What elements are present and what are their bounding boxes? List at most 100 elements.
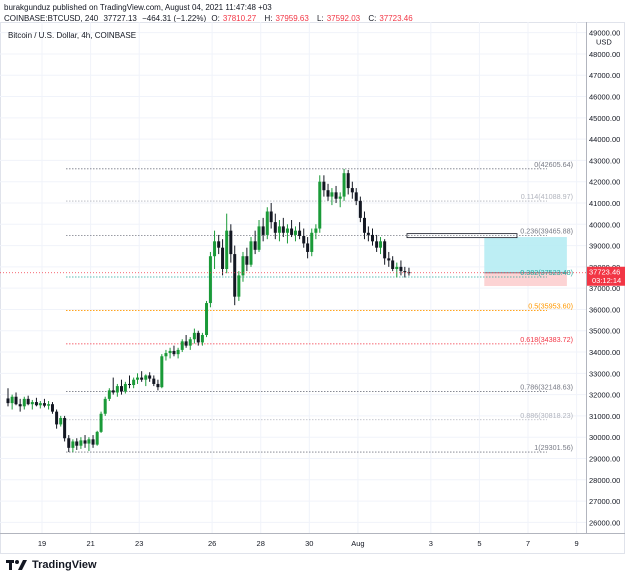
candles — [6, 168, 411, 453]
candle-body — [148, 375, 152, 379]
candle-body — [47, 404, 51, 406]
candle-body — [144, 375, 148, 380]
price-tick-label: 29000.00 — [589, 454, 620, 463]
candle-body — [281, 226, 285, 233]
candle-body — [290, 228, 294, 235]
time-tick-label: 26 — [208, 539, 216, 548]
candle-body — [326, 190, 330, 197]
fib-level-label: 0.236(39465.88) — [520, 227, 573, 236]
tradingview-brand: TradingView — [32, 559, 97, 571]
time-tick-label: 19 — [38, 539, 46, 548]
candle-body — [338, 196, 342, 199]
candle-body — [229, 230, 233, 255]
candle-body — [160, 356, 164, 388]
candle-body — [38, 403, 42, 406]
price-tick-label: 44000.00 — [589, 135, 620, 144]
candle-body — [253, 241, 257, 250]
grid-layer — [0, 22, 625, 554]
stop-zone — [484, 272, 567, 287]
price-tick-label: 42000.00 — [589, 178, 620, 187]
candle-body — [164, 353, 168, 357]
tradingview-logo-icon — [6, 560, 27, 570]
time-tick-label: 23 — [135, 539, 143, 548]
candle-body — [358, 200, 362, 218]
candle-body — [200, 334, 204, 343]
candle-body — [330, 192, 334, 197]
publish-line: burakgunduz published on TradingView.com… — [4, 3, 272, 12]
time-tick-label: 9 — [575, 539, 579, 548]
candle-body — [395, 266, 399, 269]
time-tick-label: Aug — [351, 539, 364, 548]
candle-body — [366, 232, 370, 235]
ohlc-open: O: 37810.27 — [211, 14, 257, 23]
candle-body — [285, 228, 289, 233]
candle-body — [362, 217, 366, 233]
candle-body — [403, 271, 407, 273]
ohlc-high: H: 37959.63 — [264, 14, 309, 23]
candle-body — [342, 173, 346, 197]
time-tick-label: 28 — [257, 539, 265, 548]
price-tick-label: 47000.00 — [589, 71, 620, 80]
candle-body — [99, 413, 103, 432]
candle-body — [107, 390, 111, 399]
candle-body — [111, 390, 115, 393]
chart-area[interactable]: 0(42605.64) 0.114(41088.97) 0.236(39465.88… — [0, 22, 625, 554]
price-tick-label: 39000.00 — [589, 242, 620, 251]
symbol-label: COINBASE:BTCUSD, 240 — [4, 14, 99, 23]
candle-body — [318, 181, 322, 229]
candle-body — [172, 350, 176, 355]
candle-body — [152, 378, 156, 384]
time-tick-label: 3 — [429, 539, 433, 548]
candle-body — [273, 222, 277, 233]
candle-body — [399, 266, 403, 272]
candle-body — [269, 211, 273, 223]
candle-body — [18, 404, 22, 407]
candle-body — [371, 234, 374, 242]
candle-body — [213, 241, 217, 257]
footer: TradingView — [6, 557, 97, 573]
candle-body — [310, 232, 314, 252]
candle-body — [132, 379, 136, 386]
candle-body — [277, 226, 281, 233]
price-tick-label: 28000.00 — [589, 476, 620, 485]
price-tick-label: 43000.00 — [589, 156, 620, 165]
candle-body — [221, 247, 225, 269]
candle-body — [241, 256, 245, 276]
price-tick-label: 31000.00 — [589, 412, 620, 421]
fib-retracement[interactable]: 0(42605.64) 0.114(41088.97) 0.236(39465.88… — [66, 160, 573, 453]
candle-body — [314, 228, 318, 233]
price-tick-label: 34000.00 — [589, 348, 620, 357]
candle-body — [180, 341, 184, 350]
candle-body — [55, 411, 59, 425]
chart-header: burakgunduz published on TradingView.com… — [4, 2, 419, 24]
price-axis[interactable]: 26000.00 27000.00 28000.00 29000.00 30000.00… — [586, 22, 621, 533]
candle-body — [123, 383, 127, 392]
change-value: −464.31 (−1.22%) — [142, 14, 207, 23]
candle-body — [257, 226, 261, 250]
time-tick-label: 7 — [526, 539, 530, 548]
price-tick-label: 46000.00 — [589, 93, 620, 102]
price-tick-label: 33000.00 — [589, 369, 620, 378]
price-tick-label: 36000.00 — [589, 305, 620, 314]
candle-body — [10, 396, 14, 404]
candle-body — [136, 377, 140, 380]
candle-body — [42, 403, 46, 406]
price-chart[interactable]: 0(42605.64) 0.114(41088.97) 0.236(39465.88… — [0, 22, 625, 554]
candle-body — [237, 275, 241, 297]
candle-body — [245, 256, 249, 265]
candle-body — [249, 241, 253, 265]
price-tick-label: 27000.00 — [589, 497, 620, 506]
candle-body — [208, 256, 212, 304]
fib-level-label: 0.786(32148.63) — [520, 382, 573, 391]
candle-body — [75, 441, 79, 446]
candle-body — [26, 398, 30, 405]
candle-body — [322, 181, 326, 191]
candle-body — [188, 339, 192, 346]
fib-level-label: 0.618(34383.72) — [520, 335, 573, 344]
candle-body — [156, 383, 160, 388]
last-price-value: 37723.46 — [589, 268, 620, 277]
price-tick-label: 48000.00 — [589, 50, 620, 59]
time-axis[interactable]: 19 21 23 26 28 30 Aug 3 5 7 9 — [0, 533, 625, 549]
candle-body — [50, 404, 54, 412]
price-tick-label: 45000.00 — [589, 114, 620, 123]
